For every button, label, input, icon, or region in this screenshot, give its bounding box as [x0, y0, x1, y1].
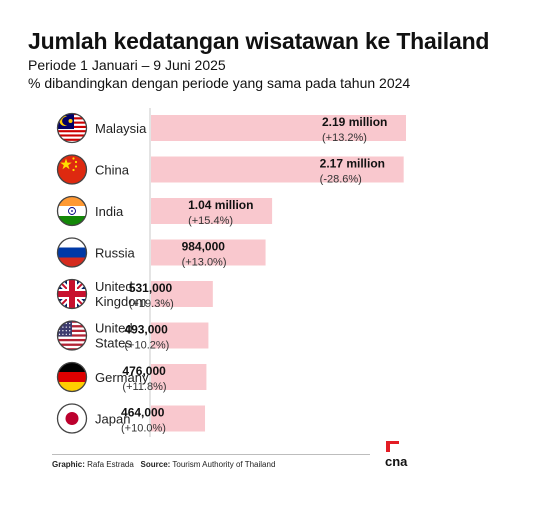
graphic-label: Graphic: — [52, 460, 85, 469]
value-label: 493,000 — [124, 323, 168, 337]
category-label: India — [95, 204, 124, 219]
change-label: (+11.8%) — [122, 381, 166, 393]
chart-title: Jumlah kedatangan wisatawan ke Thailand — [28, 28, 490, 54]
footer-credits: Graphic: Rafa Estrada Source: Tourism Au… — [52, 460, 275, 469]
value-label: 531,000 — [129, 281, 173, 295]
germany-flag-icon — [56, 361, 88, 393]
bar-chart: Malaysia 2.19 million (+13.2%) China 2.17 mi… — [56, 108, 406, 437]
change-label: (+10.2%) — [124, 340, 169, 352]
bar — [151, 364, 207, 390]
svg-text:cna: cna — [385, 454, 408, 469]
russia-flag-icon — [56, 237, 88, 268]
category-label: Malaysia — [95, 121, 147, 136]
category-label: Germany — [95, 370, 149, 385]
united-kingdom-flag-icon — [56, 278, 88, 310]
value-label: 984,000 — [182, 240, 226, 254]
change-label: (+13.2%) — [322, 132, 367, 144]
bar — [151, 281, 213, 307]
change-label: (+15.4%) — [188, 215, 233, 227]
category-label: Japan — [95, 412, 130, 427]
chart-subtitle-period: Periode 1 Januari – 9 Juni 2025 — [28, 57, 226, 73]
cna-logo: cna — [385, 441, 408, 469]
india-flag-icon — [56, 195, 88, 227]
value-label: 2.19 million — [322, 115, 387, 129]
category-label: United States — [95, 321, 133, 351]
category-label: China — [95, 163, 130, 178]
bar — [151, 115, 406, 141]
source-label: Source: — [140, 460, 171, 469]
value-label: 2.17 million — [320, 157, 385, 171]
bar — [151, 239, 266, 266]
malaysia-flag-icon — [56, 112, 88, 144]
value-label: 1.04 million — [188, 198, 253, 212]
change-label: (+13.0%) — [182, 257, 227, 269]
united-states-flag-icon — [56, 320, 88, 351]
bar — [151, 156, 404, 183]
graphic-credit: Rafa Estrada — [87, 460, 134, 469]
source-credit: Tourism Authority of Thailand — [172, 460, 276, 469]
value-label: 464,000 — [121, 406, 165, 420]
chart-subtitle-comparison: % dibandingkan dengan periode yang sama … — [28, 75, 411, 91]
value-label: 476,000 — [122, 364, 166, 378]
bar — [151, 198, 273, 224]
china-flag-icon — [56, 154, 88, 185]
change-label: (+10.0%) — [121, 423, 166, 435]
bar — [151, 322, 209, 349]
category-label: United Kingdom — [95, 279, 146, 309]
japan-flag-icon — [56, 403, 88, 434]
change-label: (-28.6%) — [320, 174, 362, 186]
footer-divider — [52, 454, 370, 455]
bar — [151, 405, 206, 432]
change-label: (+19.3%) — [129, 298, 174, 310]
category-label: Russia — [95, 246, 136, 261]
